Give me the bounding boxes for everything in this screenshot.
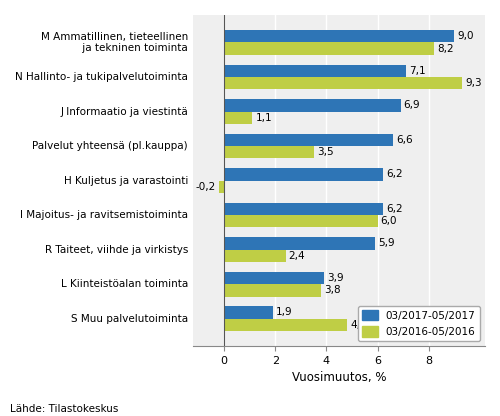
Bar <box>224 237 375 250</box>
Bar <box>224 215 378 228</box>
Bar <box>224 77 462 89</box>
Text: 9,3: 9,3 <box>465 78 481 88</box>
X-axis label: Vuosimuutos, %: Vuosimuutos, % <box>292 371 386 384</box>
Text: -0,2: -0,2 <box>196 182 216 192</box>
Text: 4,8: 4,8 <box>350 320 366 330</box>
Bar <box>224 42 434 55</box>
Bar <box>224 306 272 319</box>
Bar <box>224 64 406 77</box>
Bar <box>224 168 382 181</box>
Text: 3,8: 3,8 <box>324 285 341 295</box>
Legend: 03/2017-05/2017, 03/2016-05/2016: 03/2017-05/2017, 03/2016-05/2016 <box>358 306 480 341</box>
Text: 6,0: 6,0 <box>380 216 397 226</box>
Text: Lähde: Tilastokeskus: Lähde: Tilastokeskus <box>10 404 118 414</box>
Text: 1,9: 1,9 <box>276 307 292 317</box>
Bar <box>224 134 393 146</box>
Text: 5,9: 5,9 <box>378 238 394 248</box>
Text: 6,9: 6,9 <box>404 100 420 110</box>
Text: 9,0: 9,0 <box>458 31 474 41</box>
Text: 3,5: 3,5 <box>316 147 334 157</box>
Bar <box>224 250 286 262</box>
Bar <box>224 146 314 158</box>
Bar <box>224 272 324 284</box>
Bar <box>224 319 347 331</box>
Text: 7,1: 7,1 <box>409 66 426 76</box>
Bar <box>219 181 224 193</box>
Text: 6,2: 6,2 <box>386 204 402 214</box>
Bar <box>224 30 454 42</box>
Text: 3,9: 3,9 <box>327 273 344 283</box>
Bar <box>224 99 400 111</box>
Bar <box>224 203 382 215</box>
Text: 8,2: 8,2 <box>437 44 454 54</box>
Text: 2,4: 2,4 <box>288 251 305 261</box>
Bar <box>224 284 322 297</box>
Text: 6,6: 6,6 <box>396 135 412 145</box>
Text: 6,2: 6,2 <box>386 169 402 179</box>
Text: 1,1: 1,1 <box>256 113 272 123</box>
Bar <box>224 111 252 124</box>
